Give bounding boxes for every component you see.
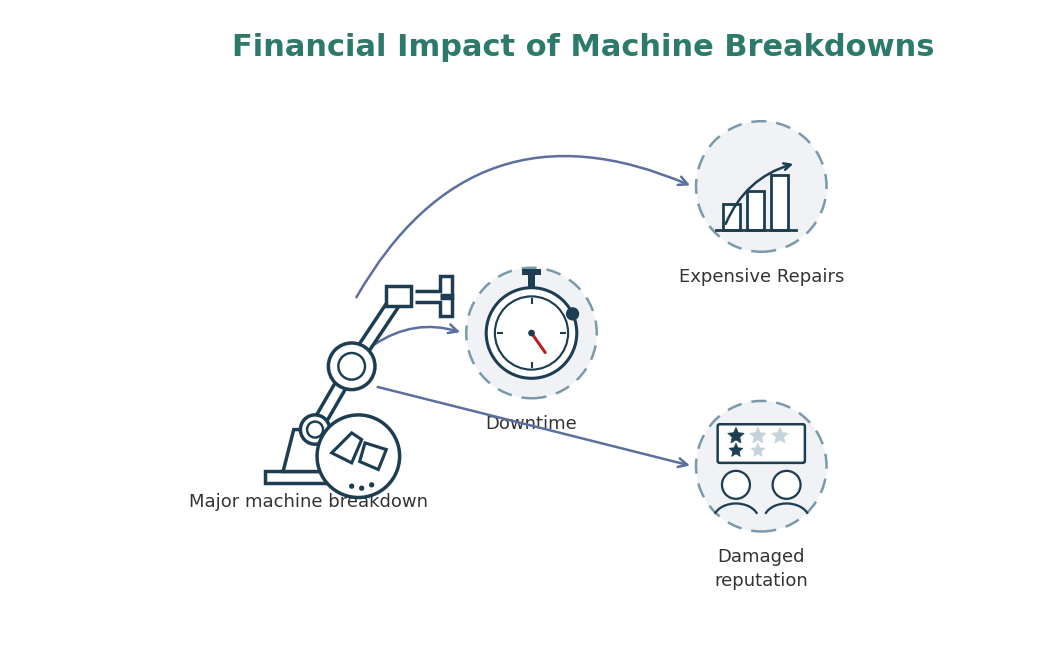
- Circle shape: [566, 307, 579, 320]
- Polygon shape: [749, 428, 766, 443]
- Circle shape: [369, 482, 374, 488]
- Circle shape: [773, 471, 800, 499]
- Text: Major machine breakdown: Major machine breakdown: [189, 493, 428, 511]
- Circle shape: [696, 401, 827, 531]
- Bar: [527, 273, 536, 288]
- Bar: [723, 204, 740, 230]
- Circle shape: [349, 484, 354, 489]
- Bar: [522, 269, 541, 275]
- Bar: [746, 191, 764, 230]
- FancyBboxPatch shape: [718, 424, 805, 463]
- FancyArrowPatch shape: [726, 163, 791, 224]
- FancyArrowPatch shape: [377, 387, 688, 467]
- Circle shape: [328, 343, 375, 390]
- Polygon shape: [728, 428, 744, 443]
- Circle shape: [307, 422, 323, 438]
- Circle shape: [495, 296, 568, 370]
- Circle shape: [359, 486, 365, 491]
- Polygon shape: [309, 363, 357, 433]
- Bar: [386, 286, 411, 306]
- Circle shape: [528, 330, 535, 336]
- Text: Damaged
reputation: Damaged reputation: [714, 548, 808, 589]
- Circle shape: [696, 121, 827, 252]
- Bar: [771, 175, 788, 230]
- Circle shape: [722, 471, 750, 499]
- Circle shape: [467, 268, 596, 398]
- Circle shape: [317, 415, 400, 498]
- FancyArrowPatch shape: [374, 324, 457, 345]
- Circle shape: [301, 415, 330, 444]
- Text: Expensive Repairs: Expensive Repairs: [678, 268, 844, 286]
- Polygon shape: [750, 443, 765, 456]
- Polygon shape: [359, 443, 386, 470]
- Text: Downtime: Downtime: [486, 415, 577, 433]
- Bar: [265, 471, 365, 483]
- Text: Financial Impact of Machine Breakdowns: Financial Impact of Machine Breakdowns: [232, 33, 934, 63]
- Polygon shape: [332, 433, 361, 463]
- Polygon shape: [347, 293, 403, 370]
- Polygon shape: [729, 443, 743, 456]
- Polygon shape: [283, 430, 347, 472]
- FancyArrowPatch shape: [356, 156, 688, 297]
- Polygon shape: [772, 428, 788, 443]
- Circle shape: [486, 288, 577, 378]
- Circle shape: [338, 353, 365, 380]
